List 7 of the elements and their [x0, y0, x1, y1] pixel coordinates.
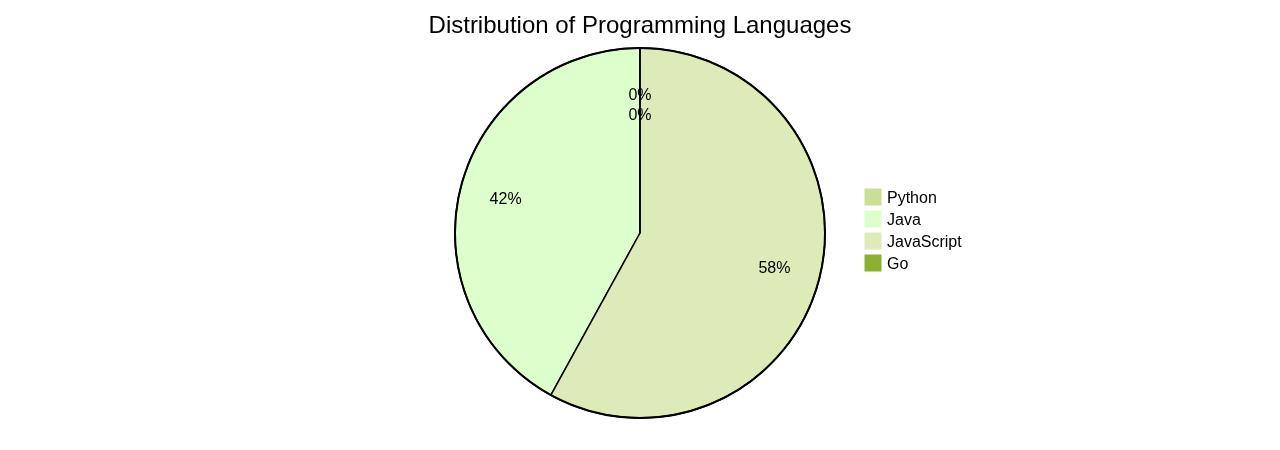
- legend-label: Java: [887, 210, 921, 228]
- data-label: 58%: [758, 259, 791, 277]
- chart-title: Distribution of Programming Languages: [428, 11, 852, 38]
- legend-label: JavaScript: [887, 232, 963, 250]
- data-label: 42%: [489, 189, 522, 207]
- legend-label: Python: [887, 188, 937, 206]
- legend-label: Go: [887, 254, 909, 272]
